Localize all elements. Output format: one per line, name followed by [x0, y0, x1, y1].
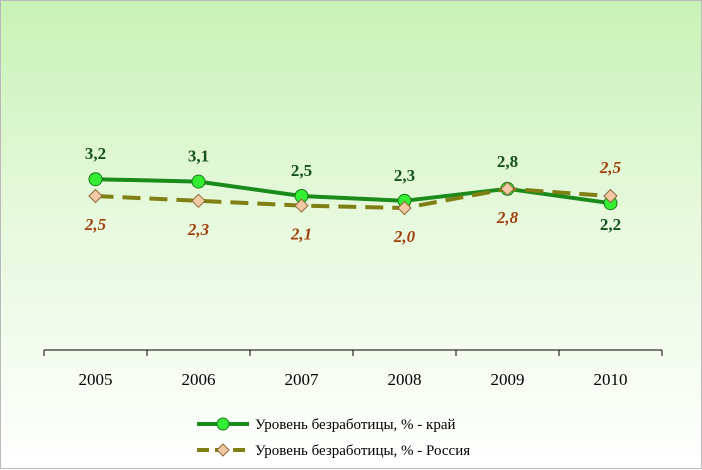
- region-data-label: 2,2: [600, 215, 621, 234]
- region-data-label: 2,5: [291, 161, 312, 180]
- x-tick-label: 2009: [491, 370, 525, 389]
- legend-label: Уровень безработицы, % - край: [255, 417, 456, 433]
- russia-data-label: 2,3: [187, 220, 210, 239]
- russia-data-label: 2,8: [496, 208, 519, 227]
- legend-item-russia: Уровень безработицы, % - Россия: [197, 443, 470, 459]
- region-point: [88, 172, 103, 187]
- plot-area: 3,2 3,1 2,5 2,3 2,8 2,2 2,5 2,3 2,1 2,0 2,8 2,5: [84, 144, 622, 246]
- series-region-line: [95, 177, 611, 206]
- russia-point: [603, 188, 618, 204]
- russia-data-label: 2,0: [393, 227, 416, 246]
- series-russia-line: [95, 186, 611, 210]
- russia-point: [191, 193, 206, 209]
- x-tick-label: 2010: [594, 370, 628, 389]
- russia-point: [88, 188, 103, 204]
- x-tick-label: 2007: [285, 370, 320, 389]
- russia-point: [397, 200, 412, 216]
- legend-marker: [216, 443, 230, 457]
- legend-label: Уровень безработицы, % - Россия: [255, 443, 470, 459]
- russia-point: [500, 181, 515, 197]
- legend: Уровень безработицы, % - край Уровень без…: [197, 417, 470, 459]
- region-data-label: 2,8: [497, 152, 518, 171]
- region-data-label: 2,3: [394, 166, 415, 185]
- series-russia: 2,5 2,3 2,1 2,0 2,8 2,5: [84, 158, 622, 246]
- russia-data-label: 2,5: [84, 215, 107, 234]
- x-tick-label: 2006: [182, 370, 216, 389]
- russia-point: [294, 198, 309, 213]
- russia-data-label: 2,5: [599, 158, 622, 177]
- russia-data-label: 2,1: [290, 225, 312, 244]
- x-axis: 2005 2006 2007 2008 2009 2010: [43, 349, 663, 389]
- x-tick-label: 2005: [79, 370, 113, 389]
- region-data-label: 3,2: [85, 144, 106, 163]
- x-tick-label: 2008: [388, 370, 422, 389]
- region-data-label: 3,1: [188, 147, 209, 166]
- legend-item-region: Уровень безработицы, % - край: [197, 417, 456, 433]
- region-point: [191, 174, 206, 189]
- legend-marker: [216, 417, 230, 431]
